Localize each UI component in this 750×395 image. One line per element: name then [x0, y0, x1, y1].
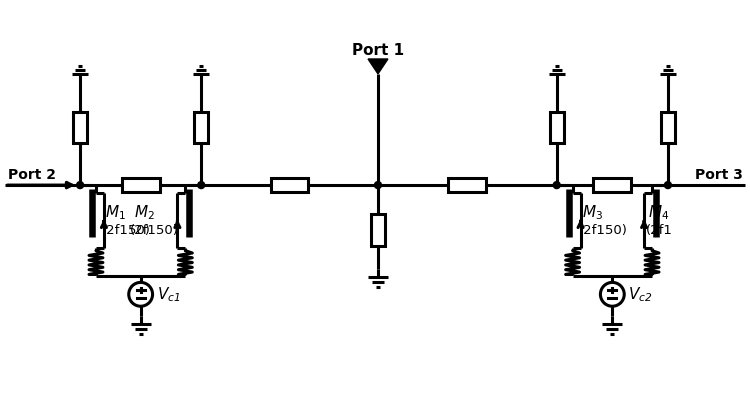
Text: (2f150): (2f150)	[102, 224, 151, 237]
Text: (2f1: (2f1	[646, 224, 673, 237]
Text: Port 1: Port 1	[352, 43, 404, 58]
Circle shape	[374, 182, 382, 188]
Bar	[448, 178, 486, 192]
Text: $M_2$: $M_2$	[134, 203, 154, 222]
Text: Port 2: Port 2	[8, 168, 56, 182]
Circle shape	[198, 182, 205, 188]
Text: (2f150): (2f150)	[578, 224, 628, 237]
Text: Port 3: Port 3	[694, 168, 742, 182]
Text: $M_1$: $M_1$	[105, 203, 126, 222]
Bar	[550, 112, 564, 143]
Text: $M_3$: $M_3$	[581, 203, 602, 222]
Circle shape	[554, 182, 560, 188]
Text: $V_{\mathregular{c1}}$: $V_{\mathregular{c1}}$	[157, 285, 180, 304]
Bar	[74, 112, 87, 143]
Bar	[371, 214, 385, 246]
Polygon shape	[368, 59, 388, 74]
Bar	[194, 112, 208, 143]
Bar	[122, 178, 160, 192]
Circle shape	[76, 182, 83, 188]
Bar	[593, 178, 632, 192]
Bar	[271, 178, 308, 192]
Text: $M_4$: $M_4$	[648, 203, 669, 222]
Bar	[661, 112, 675, 143]
Text: (2f150): (2f150)	[130, 224, 178, 237]
Text: $V_{\mathregular{c2}}$: $V_{\mathregular{c2}}$	[628, 285, 652, 304]
Circle shape	[664, 182, 671, 188]
